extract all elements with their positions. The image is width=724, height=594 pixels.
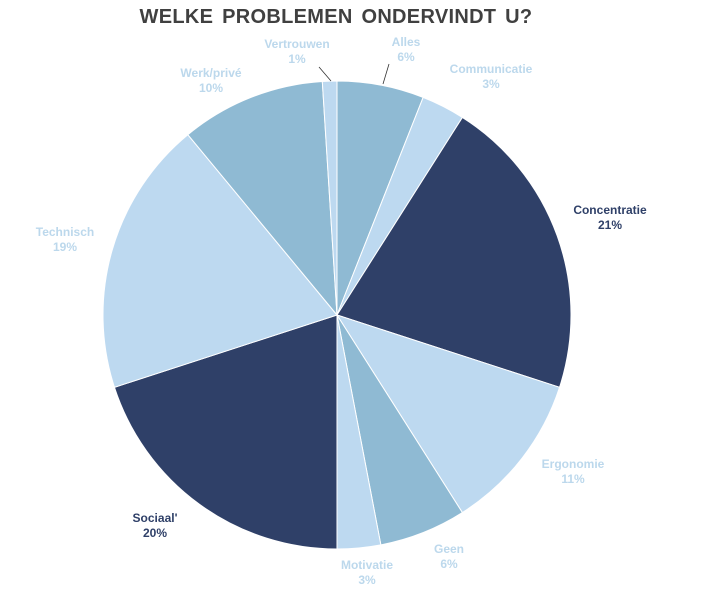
labels-layer: Alles6%Communicatie3%Concentratie21%Ergo… [36, 35, 647, 587]
slice-label: Ergonomie [542, 457, 605, 471]
pie-slice-technisch [102, 133, 338, 388]
slice-label: Geen [434, 542, 464, 556]
slice-value-label: 20% [143, 526, 167, 540]
slice-value-label: 6% [440, 557, 458, 571]
pie-slice-ergonomie [335, 314, 561, 514]
leaders-layer [318, 63, 390, 85]
slice-value-label: 3% [358, 573, 376, 587]
pie-slice-sociaal [113, 314, 338, 550]
chart-title: WELKE PROBLEMEN ONDERVINDT U? [139, 6, 533, 28]
slice-value-label: 19% [53, 240, 77, 254]
slice-label: Alles [392, 35, 421, 49]
slice-label: Technisch [36, 225, 94, 239]
slice-label: Motivatie [341, 558, 393, 572]
slice-value-label: 1% [288, 52, 306, 66]
slice-label: Vertrouwen [264, 37, 329, 51]
slice-value-label: 10% [199, 81, 223, 95]
leader-line [382, 63, 390, 85]
pie-slice-concentratie [336, 116, 572, 388]
pie-slice-werk-priv [187, 80, 338, 317]
slice-value-label: 3% [482, 77, 500, 91]
leader-line [318, 66, 332, 82]
slice-label: Communicatie [450, 62, 533, 76]
slice-label: Concentratie [573, 203, 647, 217]
slice-label: Werk/privé [180, 66, 241, 80]
slice-label: Sociaal' [133, 511, 178, 525]
slice-value-label: 11% [561, 472, 585, 486]
slice-value-label: 6% [397, 50, 415, 64]
pie-slice-vertrouwen [321, 80, 338, 316]
slices-layer [102, 80, 572, 550]
slice-value-label: 21% [598, 218, 622, 232]
